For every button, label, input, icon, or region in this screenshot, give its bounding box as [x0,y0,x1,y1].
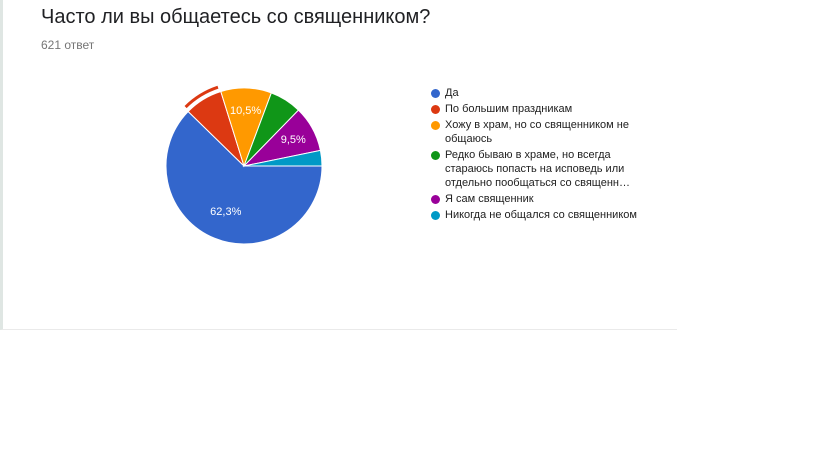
legend-color-dot [431,89,440,98]
legend-color-dot [431,211,440,220]
slice-data-label: 62,3% [210,206,241,218]
response-count: 621 ответ [41,38,95,52]
legend-item[interactable]: Никогда не общался со священником [431,208,641,222]
legend-item[interactable]: Я сам священник [431,192,641,206]
legend-label: Хожу в храм, но со священником не общаюс… [445,119,629,145]
legend-label: Никогда не общался со священником [445,209,637,221]
legend-label: По большим праздникам [445,103,573,115]
pie-slice[interactable] [243,149,323,167]
question-card: Часто ли вы общаетесь со священником? 62… [0,0,677,330]
slice-data-label: 10,5% [230,105,261,117]
legend-color-dot [431,195,440,204]
legend-label: Да [445,87,459,99]
pie-chart: 62,3% 10,5% 9,5% [165,85,323,245]
chart-legend: Да По большим праздникам Хожу в храм, но с… [431,86,641,224]
legend-item[interactable]: Хожу в храм, но со священником не общаюс… [431,118,641,146]
slice-data-label: 9,5% [281,134,306,146]
legend-label: Я сам священник [445,193,534,205]
question-title: Часто ли вы общаетесь со священником? [41,6,431,28]
legend-item[interactable]: Редко бываю в храме, но всегда стараюсь … [431,148,641,190]
legend-color-dot [431,121,440,130]
legend-label: Редко бываю в храме, но всегда стараюсь … [445,149,630,189]
legend-color-dot [431,151,440,160]
legend-color-dot [431,105,440,114]
legend-item[interactable]: По большим праздникам [431,102,641,116]
pie-slice[interactable] [165,110,323,245]
legend-item[interactable]: Да [431,86,641,100]
slice-highlight-arc [184,85,219,109]
